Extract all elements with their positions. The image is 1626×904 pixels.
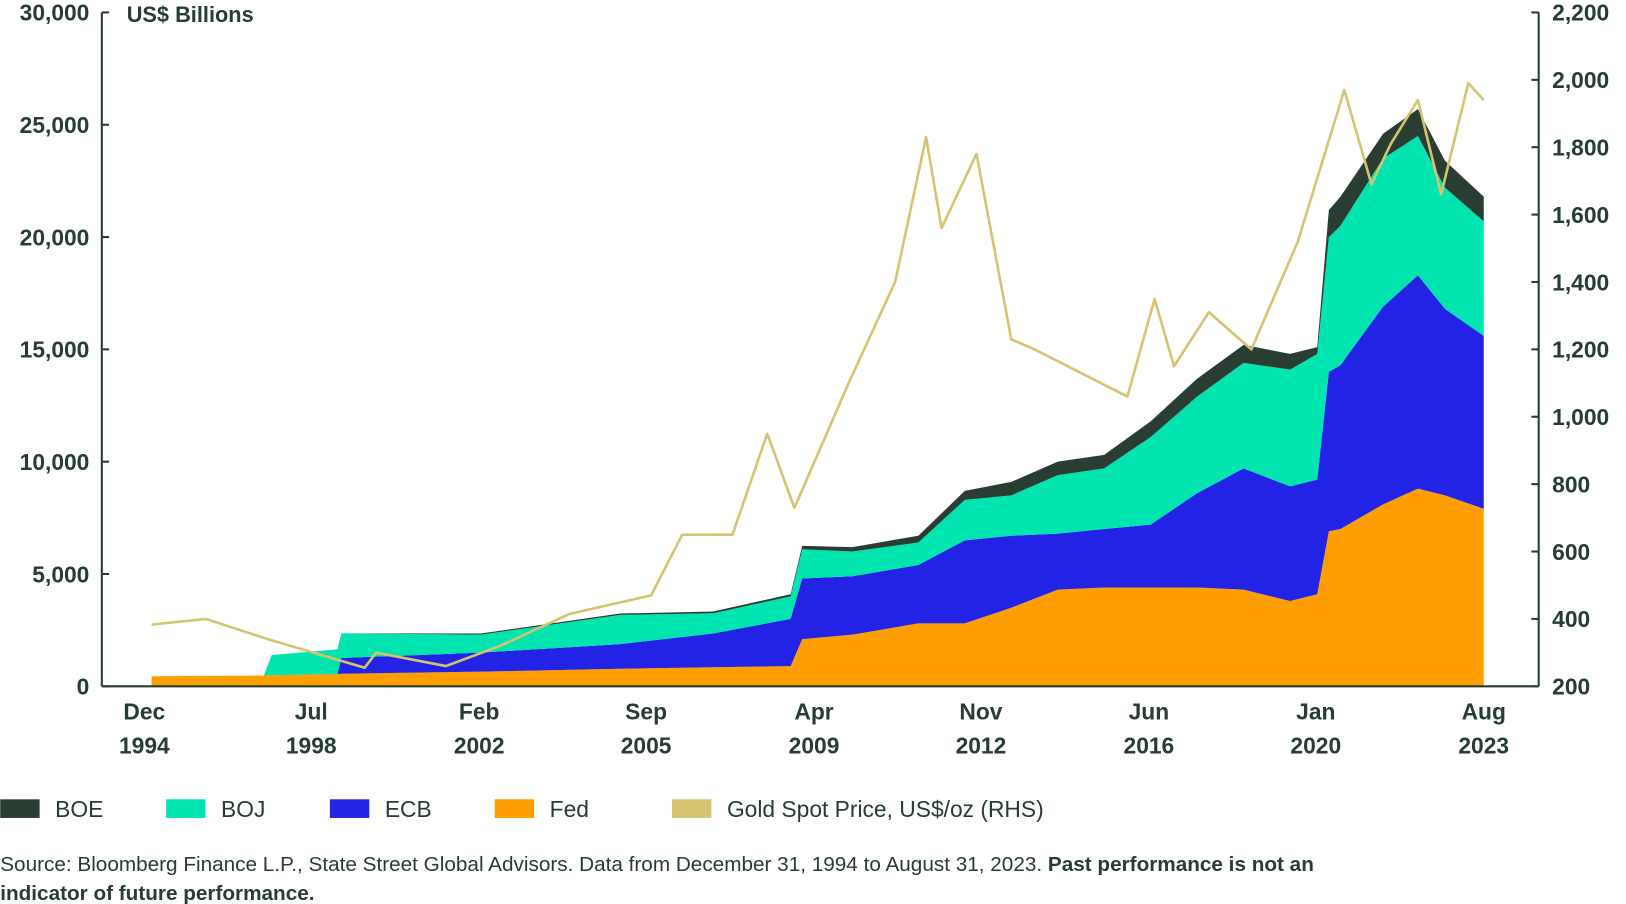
tick-labels: 0 5,000 10,000 15,000 20,000 25,000 30,000 200 4… (20, 0, 1610, 759)
x-tick-year: 2023 (1458, 733, 1509, 759)
right-tick-label: 400 (1552, 606, 1590, 632)
legend-label-boe: BOE (55, 796, 103, 822)
x-tick-month: Apr (794, 698, 833, 724)
x-tick-month: Aug (1462, 698, 1506, 724)
source-note-line1: Source: Bloomberg Finance L.P., State St… (0, 853, 1314, 876)
x-tick-year: 2020 (1290, 733, 1341, 759)
x-tick-month: Jan (1296, 698, 1335, 724)
legend-swatch-boe (0, 799, 40, 818)
disclaimer-part2: indicator of future performance. (0, 882, 314, 904)
left-tick-label: 25,000 (20, 112, 90, 138)
area-boj (151, 136, 1484, 677)
right-tick-label: 1,800 (1552, 135, 1609, 161)
right-tick-label: 1,400 (1552, 269, 1609, 295)
legend-swatch-gold (672, 799, 712, 818)
right-tick-label: 1,600 (1552, 202, 1609, 228)
disclaimer-part1: Past performance is not an (1048, 853, 1314, 876)
legend-swatch-boj (166, 799, 206, 818)
right-tick-label: 2,000 (1552, 67, 1609, 93)
area-fed (151, 488, 1484, 687)
legend-label-boj: BOJ (221, 796, 265, 822)
stacked-areas (151, 109, 1484, 687)
right-tick-label: 2,200 (1552, 0, 1609, 26)
x-tick-month: Feb (459, 698, 500, 724)
gold-line-group (151, 81, 1485, 670)
x-tick-year: 2002 (454, 733, 505, 759)
x-tick-year: 1998 (286, 733, 337, 759)
left-tick-label: 5,000 (32, 561, 89, 587)
x-tick-year: 2016 (1124, 733, 1175, 759)
x-tick-year: 1994 (119, 733, 170, 759)
x-tick-year: 2005 (621, 733, 672, 759)
x-tick-month: Jul (295, 698, 328, 724)
legend-label-ecb: ECB (385, 796, 432, 822)
source-text: Source: Bloomberg Finance L.P., State St… (0, 853, 1048, 876)
left-tick-label: 30,000 (20, 0, 90, 26)
right-tick-label: 200 (1552, 674, 1590, 700)
x-tick-month: Jun (1129, 698, 1170, 724)
legend-swatch-ecb (329, 799, 370, 818)
x-tick-month: Sep (625, 698, 667, 724)
gold-price-line (151, 81, 1485, 670)
left-tick-label: 0 (77, 674, 90, 700)
x-tick-month: Dec (123, 698, 165, 724)
legend: BOE BOJ ECB Fed Gold Spot Price, US$/oz … (0, 796, 1044, 822)
x-tick-month: Nov (959, 698, 1002, 724)
x-tick-year: 2009 (789, 733, 840, 759)
right-tick-label: 600 (1552, 539, 1590, 565)
area-ecb (151, 275, 1484, 677)
legend-label-gold: Gold Spot Price, US$/oz (RHS) (727, 796, 1044, 822)
right-tick-label: 1,000 (1552, 404, 1609, 430)
right-tick-label: 800 (1552, 471, 1590, 497)
legend-swatch-fed (494, 799, 535, 818)
left-tick-label: 15,000 (20, 337, 90, 363)
right-tick-label: 1,200 (1552, 337, 1609, 363)
left-tick-label: 10,000 (20, 449, 90, 475)
unit-label: US$ Billions (127, 2, 254, 27)
legend-label-fed: Fed (550, 796, 589, 822)
left-tick-label: 20,000 (20, 224, 90, 250)
x-tick-year: 2012 (956, 733, 1007, 759)
